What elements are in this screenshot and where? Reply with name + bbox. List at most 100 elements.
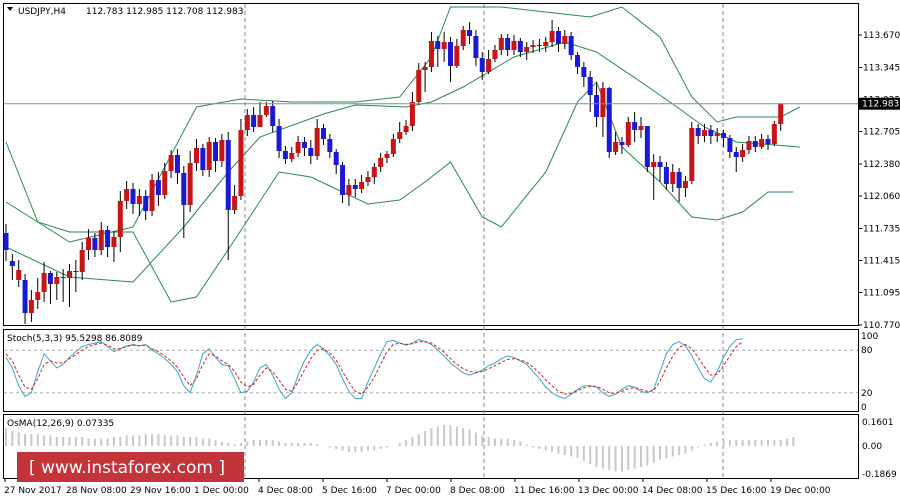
candle [244, 109, 250, 136]
time-tick-label: 15 Dec 16:00 [706, 486, 767, 496]
candle [86, 229, 92, 260]
stoch-tick-label: 20 [861, 389, 873, 399]
candle [270, 101, 276, 132]
candle [644, 126, 650, 172]
candle-body [771, 124, 777, 144]
candle [555, 27, 561, 52]
candle-body [498, 38, 504, 50]
candle [511, 35, 517, 55]
candle [403, 120, 409, 135]
candle [714, 128, 720, 142]
candle-body [517, 41, 523, 52]
candle-body [454, 46, 460, 66]
candle [727, 135, 733, 158]
candle-body [524, 47, 530, 52]
candle-body [187, 163, 193, 205]
stoch-tick-label: 0 [861, 403, 867, 413]
dropdown-arrow-icon[interactable] [7, 7, 13, 11]
candle [473, 30, 479, 66]
candle [467, 22, 473, 44]
candle [746, 136, 752, 154]
candle [232, 185, 238, 214]
candle [22, 274, 28, 324]
price-tick-label: 111.095 [863, 289, 900, 299]
candle [187, 151, 193, 212]
candle [16, 260, 22, 287]
candle-body [714, 133, 720, 136]
candle [162, 163, 168, 199]
candle [562, 30, 568, 49]
candle-body [562, 36, 568, 44]
candle-body [632, 122, 638, 130]
osma-tick-label: 0.00 [862, 442, 882, 452]
candle-body [9, 261, 15, 266]
candle-body [47, 273, 53, 284]
candle [340, 162, 346, 203]
candle-body [232, 196, 238, 210]
candle-body [575, 55, 580, 67]
candle [200, 144, 206, 176]
ohlc-label: 112.783 112.985 112.708 112.983 [86, 7, 243, 17]
candle-body [79, 250, 85, 272]
candle-body [682, 181, 688, 188]
candle-body [384, 154, 390, 158]
candle-body [117, 201, 123, 237]
stoch-pane-frame [3, 329, 859, 412]
candle [581, 62, 587, 87]
gridlines [4, 4, 858, 478]
candle-body [35, 292, 41, 300]
candle [543, 37, 549, 52]
candle-body [416, 70, 422, 102]
candle [759, 134, 765, 149]
candle [479, 52, 485, 80]
candle-body [638, 126, 644, 130]
candle [505, 34, 511, 56]
price-axis: 113.670113.345113.025112.705112.380112.0… [858, 31, 900, 331]
candle [422, 62, 428, 92]
stoch-axis: 100 80 20 0 [861, 332, 878, 413]
candle-body [130, 189, 136, 204]
candle [79, 242, 85, 280]
candle [92, 233, 98, 257]
candle [441, 32, 447, 62]
osma-axis: 0.1601 0.00 -0.1869 [862, 418, 897, 480]
candle [384, 151, 390, 163]
candle-body [174, 155, 180, 173]
candle-body [670, 172, 676, 184]
candle-body [270, 106, 276, 126]
candle-body [276, 126, 282, 151]
time-tick-label: 8 Dec 08:00 [450, 486, 505, 496]
candle [321, 124, 326, 145]
candle [517, 38, 523, 57]
candle-body [181, 173, 187, 205]
candle [105, 226, 111, 257]
candle [371, 163, 377, 184]
time-tick-label: 28 Nov 08:00 [66, 486, 127, 496]
candle-body [721, 133, 727, 138]
candle [771, 121, 777, 146]
candle [549, 20, 555, 47]
candle-body [428, 41, 434, 67]
symbol-label: USDJPY,H4 [18, 7, 66, 17]
candle [530, 40, 536, 53]
candle [111, 231, 117, 262]
candle-body [486, 59, 492, 72]
osma-pane-frame [3, 414, 859, 479]
candle-body [333, 152, 339, 165]
candle [619, 137, 625, 154]
candle [632, 112, 638, 142]
candle-body [162, 171, 168, 195]
candle-body [136, 196, 142, 204]
time-tick-label: 7 Dec 00:00 [386, 486, 441, 496]
candle [263, 102, 269, 117]
candle-body [238, 130, 244, 196]
candle-body [22, 280, 28, 313]
candle-body [111, 237, 117, 247]
candle-body [390, 139, 396, 154]
candle-body [689, 128, 695, 181]
candle [765, 135, 771, 150]
time-tick-label: 13 Dec 00:00 [578, 486, 639, 496]
time-tick-label: 11 Dec 16:00 [514, 486, 575, 496]
candle-body [86, 238, 92, 250]
candle-body [352, 185, 358, 189]
